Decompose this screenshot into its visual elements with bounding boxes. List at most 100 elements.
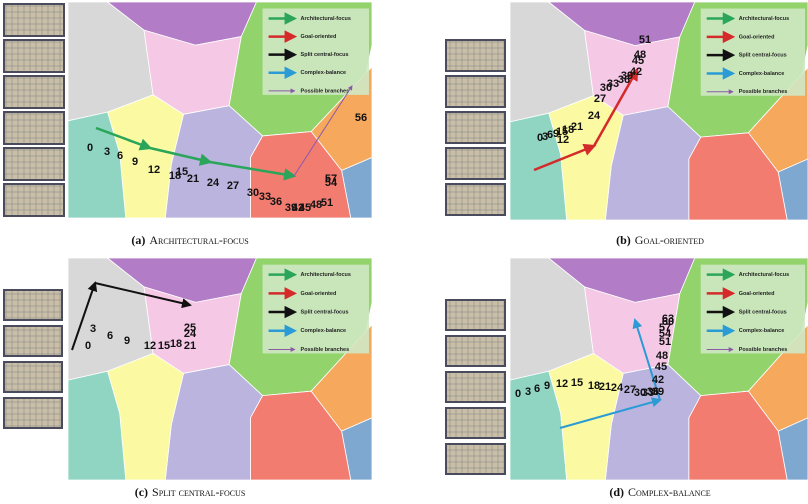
step-number: 24 [611,382,624,394]
step-number: 15 [556,126,568,138]
legend-label: Split central-focus [301,310,349,316]
legend-label: Goal-oriented [301,34,337,40]
step-number: 9 [132,156,138,168]
step-number: 42 [652,374,664,386]
legend-label: Complex-balance [301,70,347,76]
step-number: 27 [594,93,606,105]
step-number: 9 [553,128,559,140]
level-thumbnail [445,111,506,144]
region [67,111,127,219]
level-thumbnail [3,397,63,429]
step-number: 39 [621,70,633,82]
step-number: 30 [247,187,259,199]
step-number: 51 [321,197,333,209]
panel: Architectural-focus Goal-oriented Split ce… [3,1,373,247]
caption-text: Complex-balance [628,485,711,499]
step-number: 36 [647,386,659,398]
region [509,112,568,221]
caption-label: (b) [616,233,631,247]
step-number: 9 [544,380,550,392]
caption-label: (c) [135,485,148,499]
trajectory-arrow [559,397,662,429]
level-thumbnail [445,371,506,403]
panel: Architectural-focus Goal-oriented Split ce… [445,257,808,499]
step-number: 0 [515,388,521,400]
step-number: 24 [207,177,220,189]
step-number: 57 [659,322,671,334]
step-number: 21 [599,381,611,393]
level-thumbnail [445,183,506,216]
level-thumbnail [3,325,63,357]
step-number: 15 [176,166,188,178]
legend-box [700,264,806,354]
step-number: 21 [571,121,583,133]
legend-label: Possible branches [301,88,350,94]
caption-label: (a) [131,233,145,247]
step-number: 54 [659,328,672,340]
level-thumbnail [445,299,506,331]
legend-label: Goal-oriented [739,34,775,40]
step-number: 3 [104,146,110,158]
trajectory-arrow [592,67,639,147]
legend-label: Architectural-focus [301,16,351,22]
step-number: 6 [107,330,113,342]
step-number: 25 [184,322,196,334]
legend-label: Complex-balance [739,71,785,77]
region [509,370,568,481]
step-number: 6 [117,150,123,162]
trajectory-arrow [94,282,192,309]
level-thumbnail [445,443,506,475]
trajectory-arrow [209,160,297,181]
step-number: 48 [656,350,668,362]
step-number: 51 [659,336,671,348]
level-thumbnail [3,111,65,145]
step-number: 0 [537,132,543,144]
step-number: 9 [124,335,130,347]
step-number: 63 [662,313,674,325]
caption-text: Architectural-focus [149,233,248,247]
level-thumbnail [3,39,65,73]
caption: (d) Complex-balance [609,485,710,499]
level-thumbnail [3,289,63,321]
step-number: 33 [642,387,654,399]
step-number: 27 [227,180,239,192]
level-thumbnail [3,183,65,217]
step-number: 27 [624,384,636,396]
level-thumbnail [3,361,63,393]
trajectory-arrow [149,146,213,166]
step-number: 12 [556,378,568,390]
caption-label: (d) [609,485,624,499]
step-number: 42 [630,66,642,78]
step-number: 45 [632,55,644,67]
step-number: 15 [158,340,170,352]
step-number: 51 [639,34,651,46]
legend-label: Split central-focus [739,310,787,316]
step-number: 15 [571,377,583,389]
step-number: 48 [310,199,322,211]
legend-label: Architectural-focus [301,272,351,278]
step-number: 24 [588,110,601,122]
step-number: 54 [325,177,338,189]
step-number: 39 [285,202,297,214]
step-number: 48 [634,49,646,61]
legend-label: Goal-oriented [739,291,775,297]
legend-box [700,8,806,96]
trajectory-arrow [533,143,597,172]
step-number: 18 [169,170,181,182]
step-number: 36 [270,196,282,208]
level-thumbnail [3,3,65,37]
step-number: 45 [299,202,311,214]
step-number: 3 [542,131,548,143]
legend-label: Architectural-focus [739,272,789,278]
level-thumbnail [445,39,506,72]
legend-label: Possible branches [739,89,788,95]
step-number: 0 [85,340,91,352]
step-number: 33 [607,78,619,90]
caption-text: Split central-focus [152,485,245,499]
step-number: 56 [355,112,367,124]
step-number: 33 [259,191,271,203]
legend-label: Complex-balance [301,328,347,334]
region [67,370,127,481]
level-thumbnail [445,407,506,439]
